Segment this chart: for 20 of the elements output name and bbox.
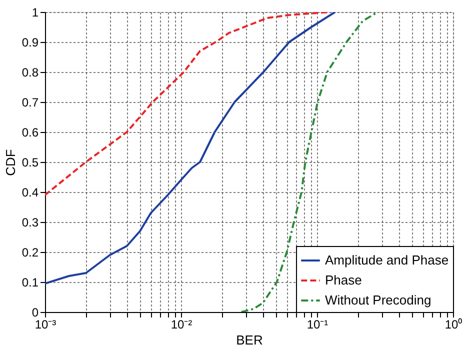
legend-label: Amplitude and Phase (325, 252, 449, 268)
x-tick-label: 10⁻¹ (306, 318, 328, 332)
y-tick-label: 0.3 (22, 216, 39, 230)
y-tick-label: 0 (32, 306, 39, 320)
y-tick-label: 0.2 (22, 246, 39, 260)
y-tick-label: 0.9 (22, 36, 39, 50)
y-tick-label: 0.6 (22, 126, 39, 140)
x-tick-label: 10⁻³ (34, 318, 56, 332)
y-tick-label: 0.4 (22, 186, 39, 200)
y-tick-label: 0.7 (22, 96, 39, 110)
y-axis-title: CDF (2, 149, 18, 176)
y-tick-label: 0.1 (22, 276, 39, 290)
y-tick-label: 1 (32, 6, 39, 20)
x-tick-label: 10⁰ (444, 318, 462, 332)
legend-label: Without Precoding (325, 292, 432, 308)
y-tick-label: 0.5 (22, 156, 39, 170)
x-axis-title: BER (236, 332, 263, 348)
legend-label: Phase (325, 272, 362, 288)
x-tick-label: 10⁻² (170, 318, 192, 332)
y-tick-label: 0.8 (22, 66, 39, 80)
